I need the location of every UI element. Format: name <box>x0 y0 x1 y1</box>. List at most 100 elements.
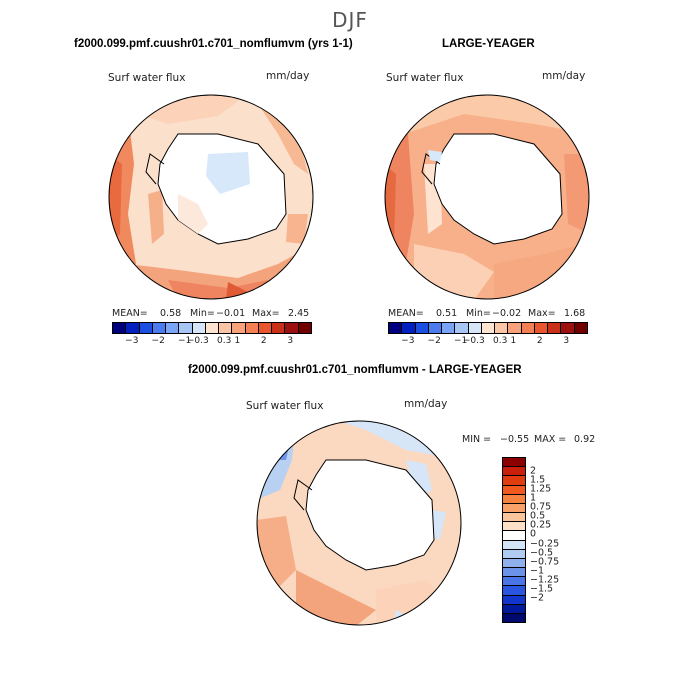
panel1-max-label: Max= <box>252 308 280 319</box>
colorbar-tick-label: −2 <box>427 336 441 346</box>
colorbar-tick-label: −0.3 <box>462 336 485 346</box>
colorbar-swatch <box>126 323 140 333</box>
panel2-map <box>384 94 590 300</box>
colorbar-swatch <box>503 494 525 504</box>
colorbar-label: −1 <box>530 565 545 577</box>
panel3-min-label: MIN = <box>462 434 492 445</box>
colorbar-swatch <box>503 513 525 523</box>
colorbar-swatch <box>503 522 525 532</box>
panel2-mean-label: MEAN= <box>388 308 424 319</box>
colorbar-swatch <box>503 577 525 587</box>
colorbar-tick-label: −1 <box>177 336 192 346</box>
panel2-colorbar <box>388 322 588 334</box>
colorbar-swatch <box>455 323 469 333</box>
colorbar-label: −1.5 <box>530 583 554 595</box>
colorbar-tick-label: 3 <box>287 336 294 346</box>
panel2-colorbar-ticks: −3 −2 −1 −0.3 0.3 1 2 3 <box>388 336 586 348</box>
panel2-mean-value: 0.51 <box>436 308 458 319</box>
colorbar-swatch <box>258 323 273 333</box>
colorbar-swatch <box>481 323 496 333</box>
colorbar-tick-label: 0.3 <box>493 336 508 346</box>
colorbar-swatch <box>503 613 525 623</box>
season-title: DJF <box>332 8 368 32</box>
colorbar-swatch <box>232 323 246 333</box>
colorbar-swatch <box>503 485 525 495</box>
panel2-min-label: Min= <box>466 308 491 319</box>
colorbar-swatch <box>521 323 535 333</box>
colorbar-tick-label: 3 <box>563 336 570 346</box>
panel3-min-value: −0.55 <box>500 434 530 445</box>
panel2-min-value: −0.02 <box>492 308 522 319</box>
colorbar-label: −0.75 <box>530 556 560 568</box>
panel3-max-value: 0.92 <box>574 434 596 445</box>
panel3-max-label: MAX = <box>534 434 567 445</box>
panel2-max-label: Max= <box>528 308 556 319</box>
panel1-min-value: −0.01 <box>216 308 246 319</box>
panel3-colorbar-labels: 2 1.5 1.25 1 0.75 0.5 0.25 0 −0.25 −0.5 −0.75 −1 −1.… <box>530 457 570 623</box>
panel1-colorbar <box>112 322 312 334</box>
colorbar-swatch <box>428 323 443 333</box>
colorbar-swatch <box>561 323 575 333</box>
colorbar-label: 1.5 <box>530 474 546 486</box>
colorbar-swatch <box>503 467 525 477</box>
colorbar-swatch <box>442 323 456 333</box>
panel1-max-value: 2.45 <box>288 308 310 319</box>
colorbar-swatch <box>219 323 233 333</box>
colorbar-swatch <box>192 323 206 333</box>
colorbar-tick-label: 0.3 <box>217 336 232 346</box>
colorbar-label: 1 <box>530 492 537 504</box>
colorbar-label: −1.25 <box>530 574 560 586</box>
panel1-mean-value: 0.58 <box>160 308 182 319</box>
colorbar-swatch <box>503 476 525 486</box>
colorbar-swatch <box>139 323 153 333</box>
panel2-title: LARGE-YEAGER <box>442 38 535 50</box>
colorbar-tick-label: 1 <box>510 336 517 346</box>
colorbar-swatch <box>298 323 311 333</box>
colorbar-swatch <box>503 503 525 514</box>
colorbar-swatch <box>508 323 522 333</box>
colorbar-tick-label: −1 <box>453 336 468 346</box>
colorbar-tick-label: −3 <box>125 336 139 346</box>
colorbar-swatch <box>503 540 525 550</box>
colorbar-swatch <box>503 558 525 569</box>
colorbar-label: −0.25 <box>530 538 560 550</box>
colorbar-swatch <box>503 586 525 596</box>
colorbar-swatch <box>503 458 525 468</box>
colorbar-swatch <box>179 323 193 333</box>
colorbar-swatch <box>389 323 403 333</box>
colorbar-tick-label: −2 <box>151 336 165 346</box>
panel2-max-value: 1.68 <box>564 308 586 319</box>
panel1-colorbar-ticks: −3 −2 −1 −0.3 0.3 1 2 3 <box>112 336 310 348</box>
panel3-map <box>256 420 462 626</box>
colorbar-label: −0.5 <box>530 547 554 559</box>
colorbar-swatch <box>503 595 525 605</box>
colorbar-swatch <box>574 323 587 333</box>
colorbar-swatch <box>402 323 416 333</box>
colorbar-label: 0 <box>530 528 537 540</box>
colorbar-swatch <box>113 323 127 333</box>
colorbar-swatch <box>285 323 299 333</box>
panel1-map <box>108 94 314 300</box>
colorbar-swatch <box>205 323 220 333</box>
colorbar-swatch <box>503 549 525 559</box>
colorbar-tick-label: 2 <box>536 336 543 346</box>
panel1-variable: Surf water flux <box>108 72 186 84</box>
panel2-units: mm/day <box>542 70 586 82</box>
panel1-title: f2000.099.pmf.cuushr01.c701_nomflumvm (y… <box>74 38 353 50</box>
colorbar-label: 0.75 <box>530 501 552 513</box>
colorbar-swatch <box>503 531 525 541</box>
colorbar-swatch <box>468 323 482 333</box>
colorbar-swatch <box>495 323 509 333</box>
colorbar-label: −2 <box>530 592 545 604</box>
colorbar-label: 0.5 <box>530 510 546 522</box>
panel1-mean-label: MEAN= <box>112 308 148 319</box>
panel3-colorbar <box>502 457 526 623</box>
colorbar-label: 0.25 <box>530 519 552 531</box>
colorbar-label: 2 <box>530 465 537 477</box>
colorbar-tick-label: −3 <box>401 336 415 346</box>
colorbar-label: 1.25 <box>530 483 552 495</box>
panel3-title: f2000.099.pmf.cuushr01.c701_nomflumvm - … <box>188 364 522 376</box>
colorbar-swatch <box>152 323 167 333</box>
colorbar-swatch <box>503 568 525 578</box>
colorbar-tick-label: 1 <box>234 336 241 346</box>
